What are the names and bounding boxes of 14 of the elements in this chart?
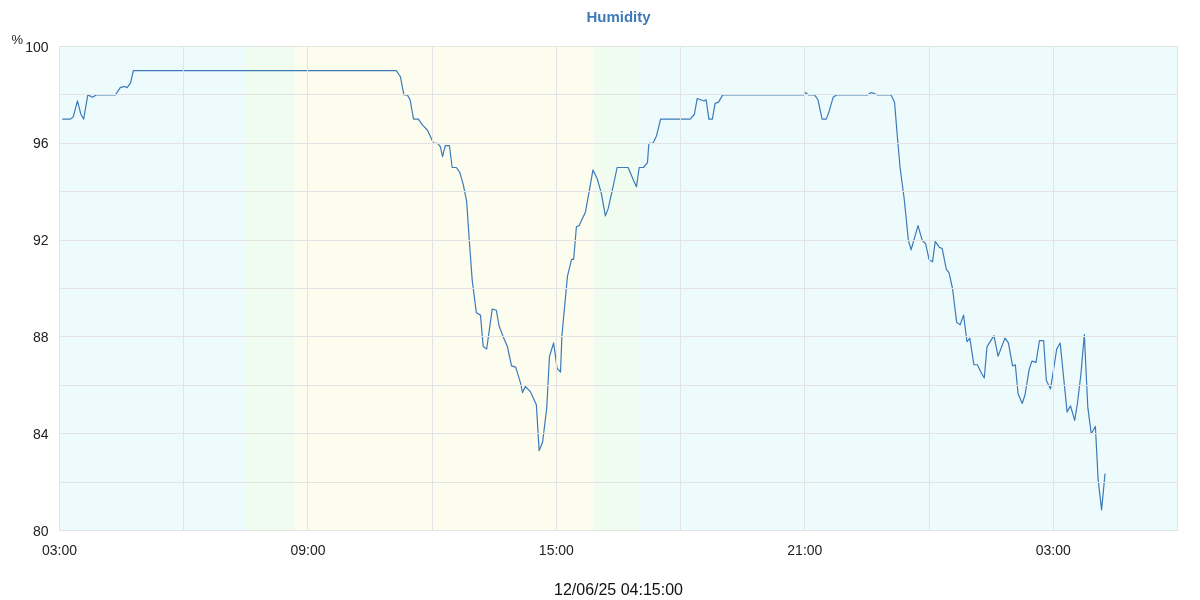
x-tick-label: 15:00 [538, 541, 575, 558]
x-axis-title: 12/06/25 04:15:00 [554, 580, 684, 598]
x-tick-label: 03:00 [1035, 541, 1072, 558]
y-axis-title: % [11, 31, 24, 47]
y-tick-label: 84 [32, 425, 49, 442]
y-tick-label: 100 [25, 38, 49, 55]
y-tick-label: 80 [32, 522, 49, 539]
y-tick-label: 92 [32, 232, 49, 249]
x-tick-label: 09:00 [290, 541, 326, 558]
x-tick-label: 21:00 [787, 541, 823, 558]
chart-title: Humidity [586, 7, 652, 25]
y-tick-label: 88 [32, 328, 49, 345]
y-tick-label: 96 [32, 135, 49, 152]
x-tick-label: 03:00 [41, 541, 78, 558]
